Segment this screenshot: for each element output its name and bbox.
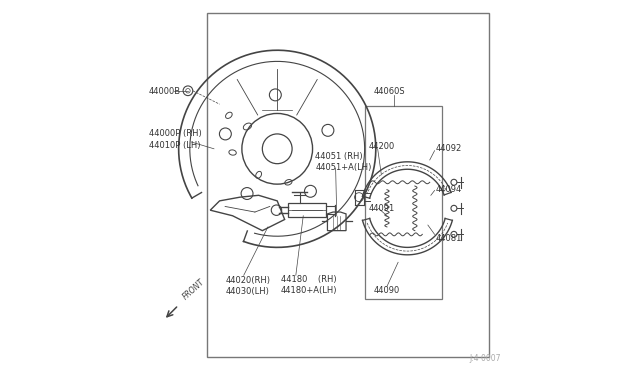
- Text: FRONT: FRONT: [181, 277, 207, 301]
- Text: 44020(RH)
44030(LH): 44020(RH) 44030(LH): [226, 276, 271, 296]
- Bar: [207, 13, 489, 357]
- Text: 44200: 44200: [369, 142, 395, 151]
- Text: 44000B: 44000B: [149, 87, 181, 96]
- Text: 44081: 44081: [435, 234, 461, 243]
- Text: J:4 0007: J:4 0007: [469, 354, 500, 363]
- Text: 44060S: 44060S: [374, 87, 405, 96]
- Text: 44000P (RH)
44010P (LH): 44000P (RH) 44010P (LH): [149, 129, 202, 150]
- Text: 44180    (RH)
44180+A(LH): 44180 (RH) 44180+A(LH): [281, 275, 337, 295]
- Text: 44092: 44092: [435, 144, 461, 153]
- Text: 44090: 44090: [374, 286, 400, 295]
- Text: 44091: 44091: [369, 204, 395, 213]
- Text: 44051 (RH)
44051+A(LH): 44051 (RH) 44051+A(LH): [315, 152, 372, 172]
- Bar: [365, 106, 442, 299]
- Text: 44094: 44094: [435, 185, 461, 194]
